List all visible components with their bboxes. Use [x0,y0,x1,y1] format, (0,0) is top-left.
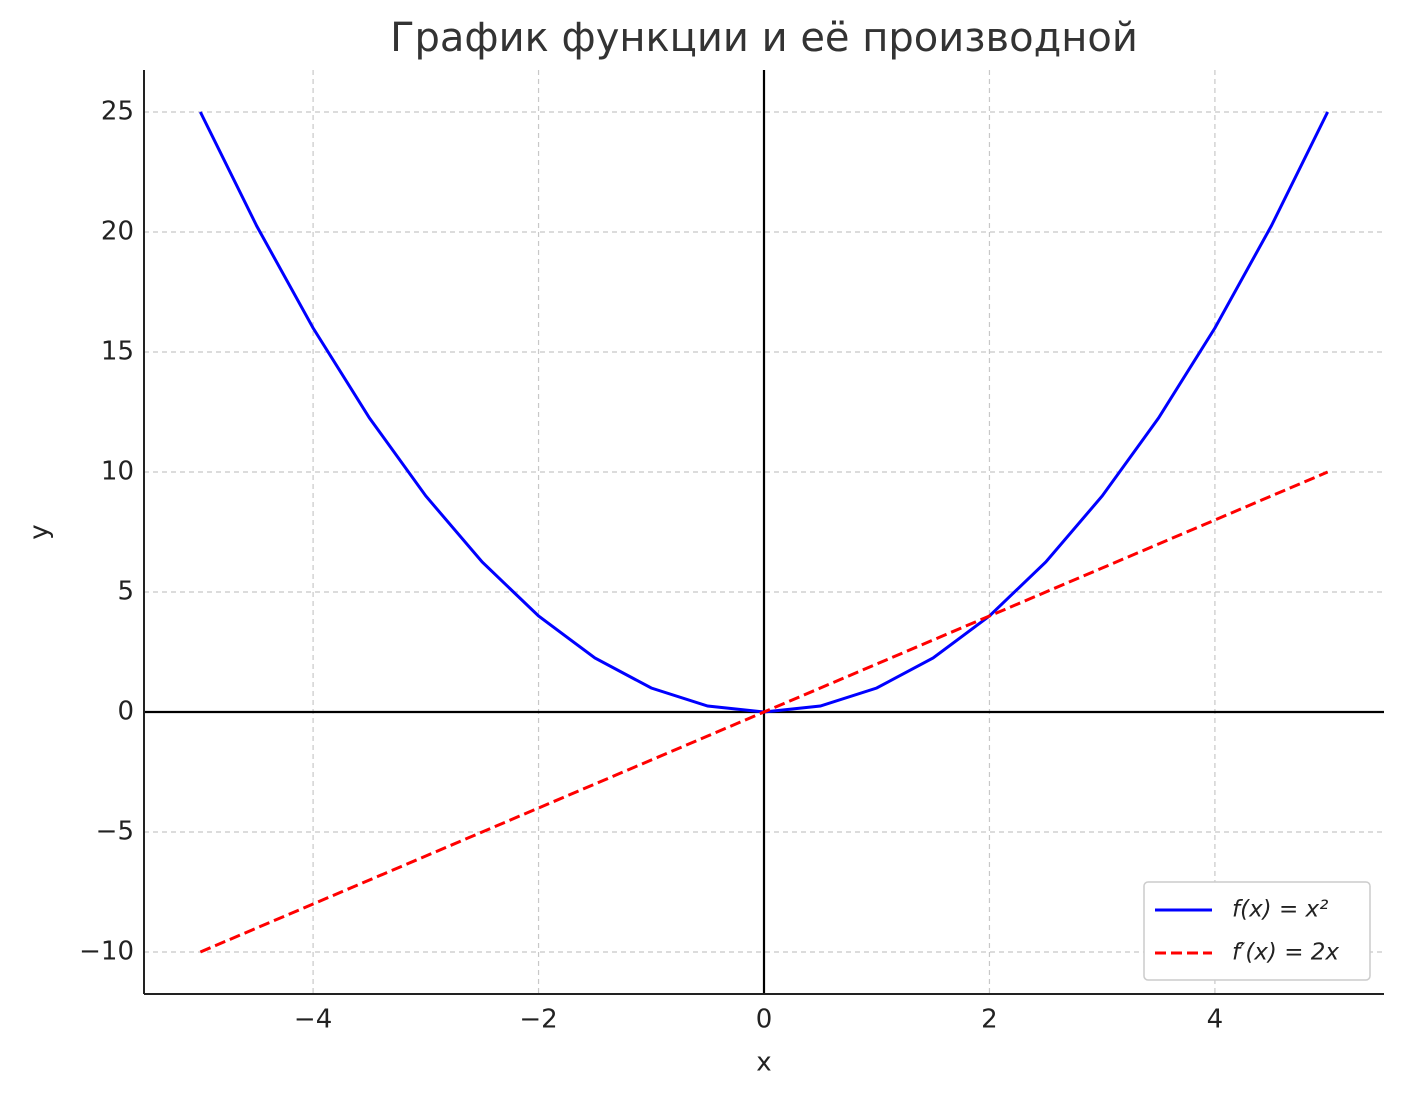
x-tick-label: 2 [981,1005,998,1035]
x-tick-label: −2 [519,1005,557,1035]
legend-label: f(x) = x² [1232,897,1328,923]
chart-title: График функции и её производной [390,15,1138,61]
y-tick-label: 0 [117,697,134,727]
x-tick-label: 0 [756,1005,773,1035]
y-tick-label: 15 [101,337,134,367]
x-axis-label: x [756,1048,771,1078]
legend-label: f′(x) = 2x [1232,940,1339,966]
y-tick-label: 10 [101,457,134,487]
y-tick-label: 5 [117,577,134,607]
legend-box [1143,881,1371,981]
y-tick-label: 20 [101,217,134,247]
y-tick-label: −10 [79,937,134,967]
series-line [199,470,1329,954]
legend: f(x) = x² f′(x) = 2x [1143,881,1371,981]
x-tick-label: −4 [294,1005,332,1035]
x-tick-label: 4 [1207,1005,1224,1035]
y-axis-label: y [25,524,55,539]
y-tick-label: 25 [101,97,134,127]
y-tick-label: −5 [96,817,134,847]
